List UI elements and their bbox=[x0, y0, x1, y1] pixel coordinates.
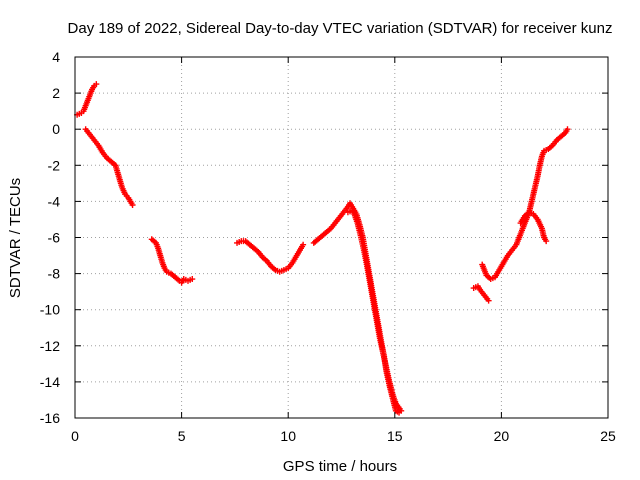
y-axis-label: SDTVAR / TECUs bbox=[7, 178, 24, 298]
data-point bbox=[93, 81, 100, 88]
y-tick-label: 4 bbox=[52, 49, 60, 65]
x-tick-label: 20 bbox=[494, 428, 510, 444]
y-tick-label: -16 bbox=[40, 410, 60, 426]
x-tick-label: 0 bbox=[71, 428, 79, 444]
x-tick-label: 5 bbox=[178, 428, 186, 444]
data-point bbox=[129, 202, 136, 209]
x-axis-label: GPS time / hours bbox=[283, 458, 397, 475]
data-series-arc-7 bbox=[470, 283, 492, 304]
data-series-arc-2 bbox=[82, 126, 136, 209]
data-point bbox=[485, 297, 492, 304]
x-tick-label: 25 bbox=[600, 428, 616, 444]
y-tick-label: -8 bbox=[48, 266, 61, 282]
plot-frame bbox=[74, 56, 609, 419]
y-tick-label: -2 bbox=[48, 157, 61, 173]
x-tick-label: 15 bbox=[387, 428, 403, 444]
data-series-arc-8 bbox=[479, 126, 571, 283]
y-tick-label: -6 bbox=[48, 230, 61, 246]
data-series-arc-1 bbox=[74, 81, 100, 118]
data-layer bbox=[74, 81, 571, 416]
y-tick-label: -12 bbox=[40, 338, 60, 354]
data-series-arc-6 bbox=[344, 207, 405, 414]
y-tick-label: 2 bbox=[52, 85, 60, 101]
data-point bbox=[543, 238, 550, 245]
data-series-arc-4 bbox=[234, 238, 307, 275]
x-tick-label: 10 bbox=[280, 428, 296, 444]
chart-title: Day 189 of 2022, Sidereal Day-to-day VTE… bbox=[68, 20, 613, 37]
data-point bbox=[564, 126, 571, 133]
y-tick-label: -10 bbox=[40, 302, 60, 318]
y-tick-label: -4 bbox=[48, 193, 61, 209]
grid-layer bbox=[75, 57, 608, 418]
y-tick-label: -14 bbox=[40, 374, 60, 390]
data-series-arc-3 bbox=[148, 236, 196, 286]
y-tick-label: 0 bbox=[52, 121, 60, 137]
data-point bbox=[398, 407, 405, 414]
data-point bbox=[300, 241, 307, 248]
data-point bbox=[189, 276, 196, 283]
data-series-arc-9 bbox=[517, 209, 550, 245]
